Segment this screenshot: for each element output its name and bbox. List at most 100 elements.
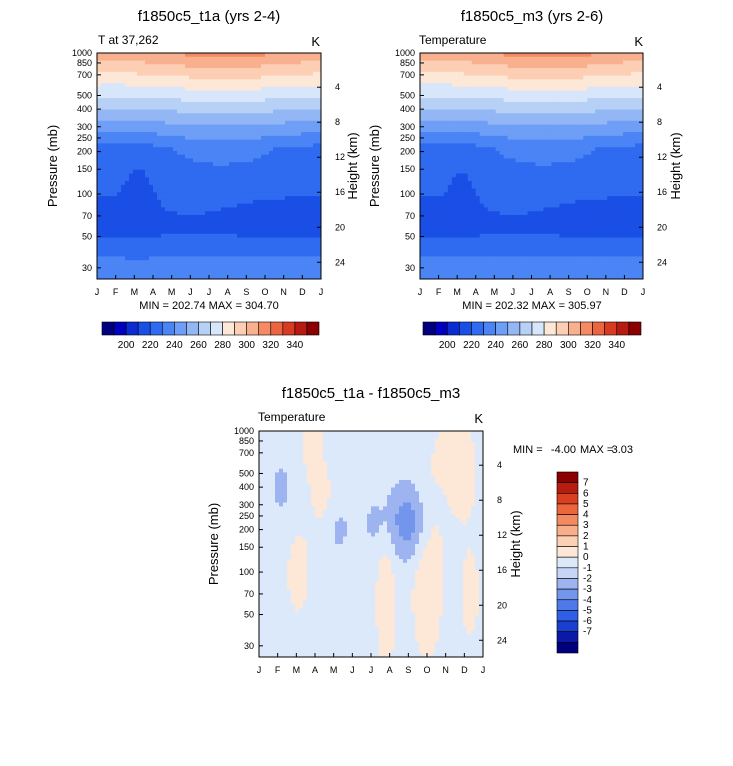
- contour-cell: [463, 68, 469, 73]
- contour-cell: [117, 139, 122, 144]
- contour-cell: [591, 147, 596, 152]
- contour-cell: [607, 105, 612, 111]
- contour-cell: [185, 154, 190, 160]
- contour-cell: [459, 64, 465, 69]
- contour-cell: [149, 60, 154, 65]
- contour-cell: [555, 128, 560, 133]
- contour-cell: [427, 86, 433, 92]
- contour-cell: [229, 256, 234, 261]
- contour-cell: [297, 83, 302, 88]
- contour-cell: [309, 184, 314, 190]
- contour-cell: [113, 207, 118, 212]
- contour-cell: [595, 109, 600, 114]
- contour-cell: [615, 94, 620, 99]
- contour-cell: [317, 105, 321, 111]
- contour-cell: [273, 71, 278, 77]
- contour-cell: [265, 173, 270, 178]
- contour-cell: [443, 124, 449, 129]
- contour-cell: [193, 173, 198, 178]
- contour-cell: [161, 241, 166, 246]
- contour-cell: [261, 109, 266, 114]
- contour-cell: [185, 143, 190, 148]
- contour-cell: [105, 263, 110, 269]
- contour-cell: [471, 105, 477, 111]
- contour-cell: [133, 105, 138, 111]
- contour-cell: [289, 75, 294, 80]
- contour-cell: [535, 68, 541, 73]
- contour-cell: [435, 117, 441, 122]
- contour-cell: [583, 90, 588, 96]
- contour-cell: [109, 248, 114, 254]
- contour-cell: [153, 132, 158, 137]
- contour-cell: [217, 71, 222, 77]
- contour-cell: [141, 56, 146, 62]
- contour-cell: [209, 233, 214, 239]
- contour-cell: [145, 86, 150, 92]
- contour-cell: [249, 169, 254, 175]
- contour-cell: [229, 263, 234, 269]
- contour-cell: [205, 117, 210, 122]
- contour-cell: [217, 260, 222, 265]
- contour-cell: [447, 83, 453, 88]
- contour-cell: [285, 79, 290, 84]
- contour-cell: [113, 192, 118, 197]
- contour-cell: [177, 105, 182, 111]
- contour-cell: [141, 188, 146, 193]
- contour-cell: [277, 56, 282, 62]
- contour-cell: [289, 271, 294, 276]
- contour-cell: [189, 158, 194, 163]
- contour-cell: [149, 162, 154, 167]
- contour-cell: [105, 53, 110, 58]
- contour-cell: [157, 64, 162, 69]
- contour-cell: [623, 71, 628, 77]
- contour-cell: [169, 113, 174, 118]
- contour-cell: [591, 71, 596, 77]
- contour-cell: [157, 147, 162, 152]
- contour-cell: [205, 132, 210, 137]
- contour-cell: [305, 68, 310, 73]
- contour-cell: [121, 173, 126, 178]
- contour-cell: [133, 245, 138, 250]
- contour-cell: [241, 86, 246, 92]
- contour-cell: [121, 211, 126, 216]
- contour-cell: [499, 86, 505, 92]
- contour-cell: [245, 158, 250, 163]
- contour-cell: [479, 124, 485, 129]
- contour-cell: [455, 68, 461, 73]
- contour-cell: [97, 196, 102, 201]
- contour-cell: [435, 120, 441, 126]
- contour-cell: [257, 109, 262, 114]
- contour-cell: [157, 166, 162, 171]
- contour-cell: [249, 120, 254, 126]
- contour-cell: [229, 252, 234, 257]
- contour-cell: [471, 94, 477, 99]
- contour-cell: [631, 113, 636, 118]
- contour-cell: [97, 139, 102, 144]
- contour-cell: [249, 90, 254, 96]
- contour-cell: [209, 154, 214, 160]
- contour-cell: [559, 147, 564, 152]
- contour-cell: [431, 79, 437, 84]
- contour-cell: [113, 241, 118, 246]
- contour-cell: [511, 68, 517, 73]
- contour-cell: [201, 53, 206, 58]
- contour-cell: [423, 143, 429, 148]
- contour-cell: [133, 196, 138, 201]
- contour-cell: [265, 128, 270, 133]
- contour-cell: [101, 147, 106, 152]
- contour-cell: [173, 162, 178, 167]
- contour-cell: [313, 83, 318, 88]
- contour-cell: [249, 260, 254, 265]
- contour-cell: [237, 196, 242, 201]
- contour-cell: [249, 135, 254, 141]
- contour-cell: [543, 90, 549, 96]
- contour-cell: [145, 237, 150, 242]
- contour-cell: [309, 139, 314, 144]
- contour-cell: [285, 147, 290, 152]
- contour-cell: [229, 233, 234, 239]
- contour-cell: [197, 79, 202, 84]
- contour-cell: [197, 248, 202, 254]
- contour-cell: [547, 53, 553, 58]
- contour-cell: [539, 64, 545, 69]
- contour-cell: [237, 211, 242, 216]
